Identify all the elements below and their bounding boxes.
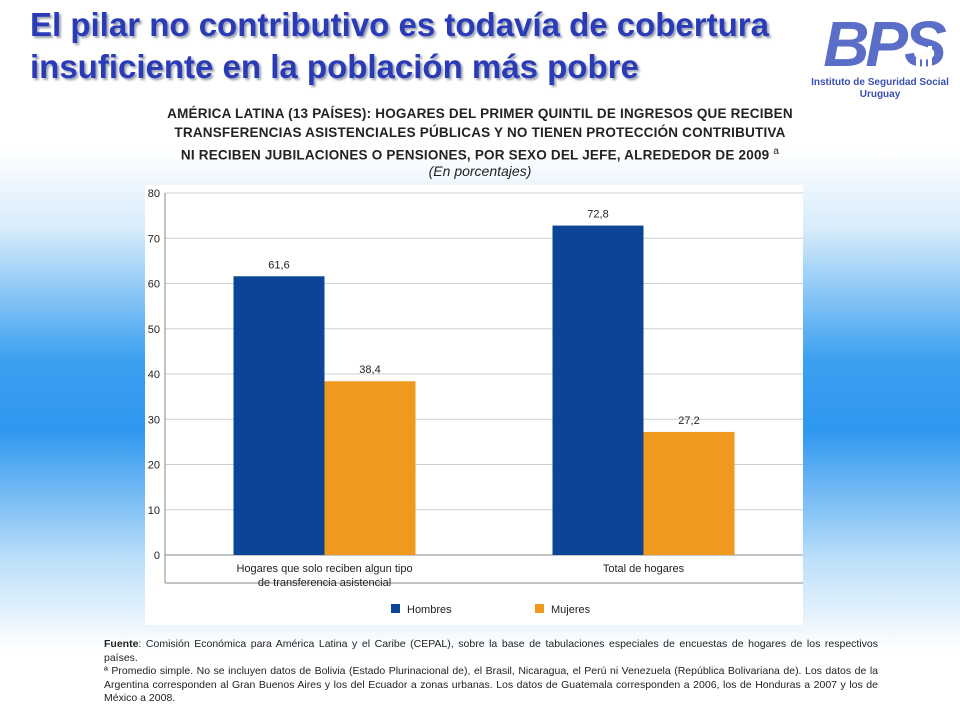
footnote: Fuente: Comisión Económica para América … [104,638,878,706]
y-tick-label: 0 [154,550,160,562]
footnote-source: Fuente: Comisión Económica para América … [104,638,878,665]
y-tick-label: 60 [148,279,160,291]
legend-label-mujeres: Mujeres [551,604,591,616]
bar-mujeres-0 [324,381,416,555]
chart-title-line2: TRANSFERENCIAS ASISTENCIALES PÚBLICAS Y … [174,125,786,140]
chart-title-marker: a [773,146,780,157]
data-label: 61,6 [268,259,289,271]
y-tick-label: 20 [148,460,160,472]
bar-hombres-1 [552,225,644,555]
data-label: 72,8 [587,209,608,221]
legend-swatch-hombres [391,604,400,613]
chart-title: AMÉRICA LATINA (13 PAÍSES): HOGARES DEL … [70,104,890,165]
bar-mujeres-1 [643,431,735,555]
logo-subtitle: Instituto de Seguridad Social Uruguay [800,77,960,101]
data-label: 38,4 [359,364,380,376]
bar-hombres-0 [233,276,325,555]
logo-subtitle-line1: Instituto de Seguridad Social [811,77,949,88]
y-tick-label: 10 [148,505,160,517]
y-tick-label: 70 [148,233,160,245]
footnote-source-label: Fuente [104,638,139,650]
chart-title-line3-text: NI RECIBEN JUBILACIONES O PENSIONES, POR… [180,147,770,163]
bps-logo: BPS [823,8,951,80]
chart-title-line3: NI RECIBEN JUBILACIONES O PENSIONES, POR… [70,142,890,165]
footnote-note: ª Promedio simple. No se incluyen datos … [104,665,878,704]
y-tick-label: 30 [148,414,160,426]
x-category-label: Hogares que solo reciben algun tipo [236,563,412,575]
data-label: 27,2 [678,415,699,427]
y-tick-label: 40 [148,369,160,381]
chart-title-line1: AMÉRICA LATINA (13 PAÍSES): HOGARES DEL … [167,106,793,121]
x-category-label: Total de hogares [603,563,685,575]
x-category-label: de transferencia asistencial [258,577,391,589]
legend-label-hombres: Hombres [407,604,452,616]
logo-subtitle-line2: Uruguay [859,89,901,100]
bar-chart-panel: 0 10 20 30 40 50 60 70 80 61,6 38,4 Hogares que sol… [145,185,803,625]
slide-title: El pilar no contributivo es todavía de c… [30,6,769,85]
footnote-source-text: : Comisión Económica para América Latina… [104,638,878,664]
legend-swatch-mujeres [535,604,544,613]
y-tick-label: 50 [148,324,160,336]
y-tick-label: 80 [148,188,160,200]
chart-subtitle: (En porcentajes) [428,163,532,179]
bar-chart: 0 10 20 30 40 50 60 70 80 61,6 38,4 Hogares que sol… [148,188,803,616]
